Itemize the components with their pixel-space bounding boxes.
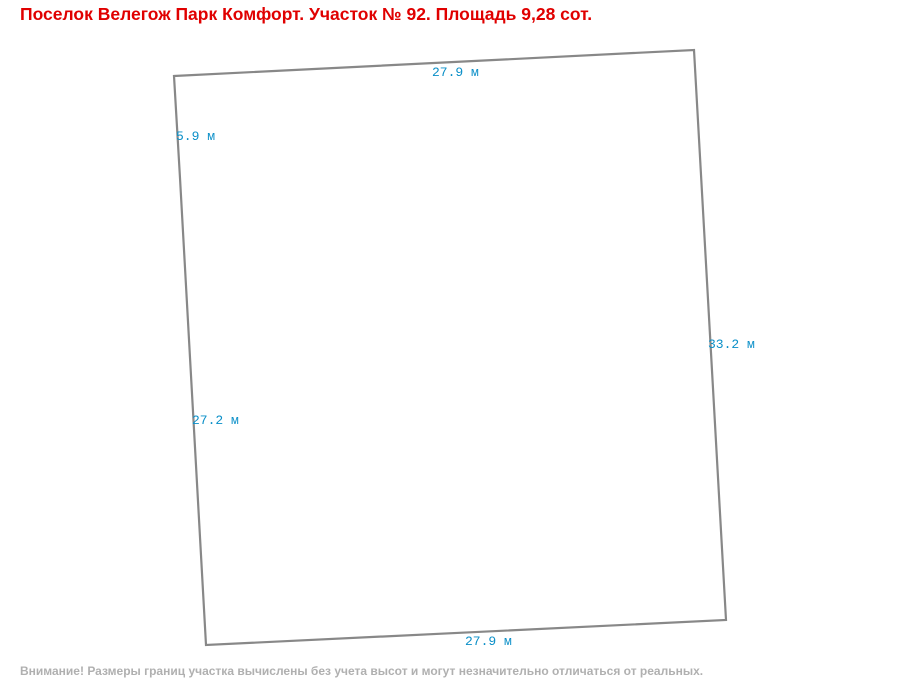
- plot-boundary: [172, 48, 728, 647]
- footer-note: Внимание! Размеры границ участка вычисле…: [20, 664, 703, 678]
- edge-label: 33.2 м: [708, 337, 755, 352]
- page-title: Поселок Велегож Парк Комфорт. Участок № …: [20, 4, 592, 24]
- edge-label: 27.2 м: [192, 413, 239, 428]
- edge-label: 27.9 м: [432, 65, 479, 80]
- edge-label: 5.9 м: [176, 129, 215, 144]
- edge-label: 27.9 м: [465, 634, 512, 649]
